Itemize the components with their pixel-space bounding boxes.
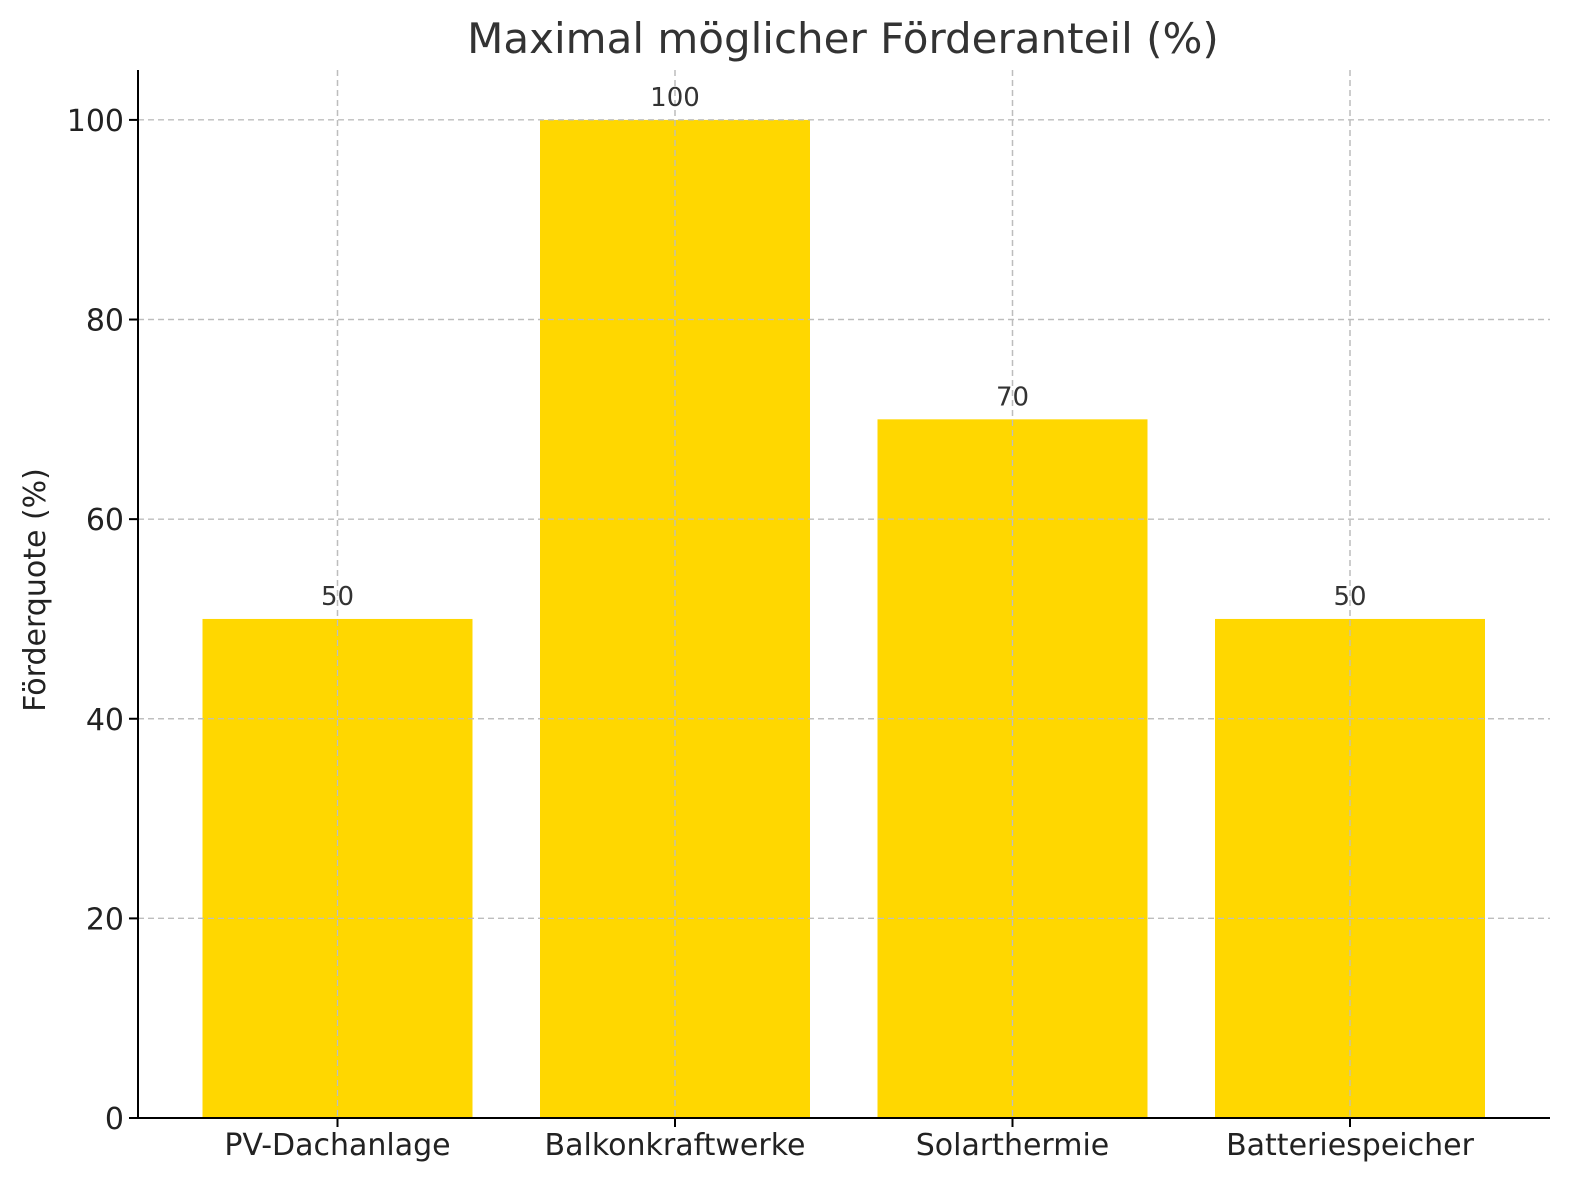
bars [202, 119, 1485, 1118]
grid-overlay [138, 70, 1550, 1118]
data-label: 70 [996, 382, 1029, 412]
axes [129, 70, 1550, 1127]
y-tick-label: 0 [105, 1102, 124, 1137]
labels: 0 20 40 60 80 100 PV-Dachanlage 50 Balkonkraftwe… [67, 83, 1475, 1163]
x-tick-label: Batteriespeicher [1226, 1128, 1475, 1163]
y-tick-label: 100 [67, 104, 124, 139]
data-label: 100 [650, 83, 700, 113]
y-axis-label: Förderquote (%) [18, 468, 53, 712]
y-tick-label: 60 [86, 503, 124, 538]
data-label: 50 [1333, 582, 1366, 612]
y-tick-label: 80 [86, 304, 124, 339]
data-label: 50 [321, 582, 354, 612]
bar [540, 119, 810, 1118]
chart-title: Maximal möglicher Förderanteil (%) [467, 14, 1219, 63]
y-tick-label: 40 [86, 703, 124, 738]
x-tick-label: Solarthermie [916, 1128, 1110, 1163]
x-tick-label: Balkonkraftwerke [545, 1128, 806, 1163]
x-tick-label: PV-Dachanlage [224, 1128, 450, 1163]
y-tick-label: 20 [86, 902, 124, 937]
